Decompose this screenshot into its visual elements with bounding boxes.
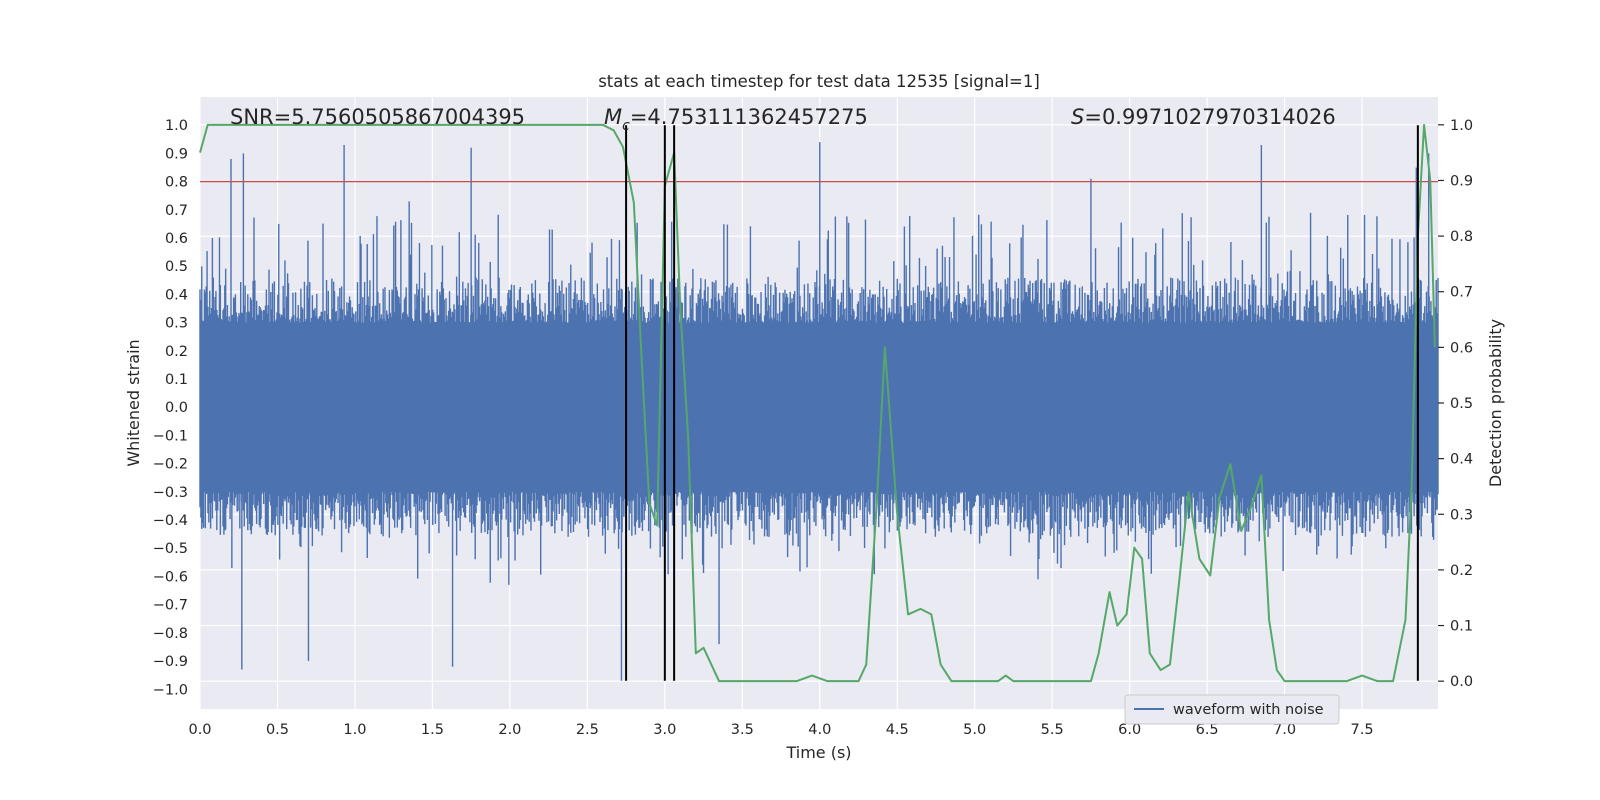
x-tick-label-9: 4.5 <box>886 722 909 738</box>
y-right-axis-ticks: 0.0 0.1 0.2 0.3 0.4 0.5 0.6 0.7 0.8 0.9 1.0 <box>1438 118 1473 690</box>
s-annotation: S=0.9971027970314026 <box>1071 105 1336 129</box>
y-tick-label-11: 0.1 <box>165 372 188 388</box>
y-tick-label-9: −0.1 <box>153 428 188 444</box>
y-axis-ticks: −1.0 −0.9 −0.8 −0.7 −0.6 −0.5 −0.4 −0.3 −0.2 −0.1… <box>153 118 188 698</box>
legend-box <box>1124 694 1340 725</box>
x-tick-label-3: 1.5 <box>421 722 444 738</box>
y-tick-label-6: −0.4 <box>153 513 188 529</box>
y-tick-label-5: −0.5 <box>153 541 188 557</box>
x-tick-label-11: 5.5 <box>1041 722 1064 738</box>
snr-annotation: SNR=5.7560505867004395 <box>230 105 525 129</box>
y-tick-label-12: 0.2 <box>165 344 188 360</box>
y-tick-label-18: 0.8 <box>165 175 188 191</box>
y-tick-label-7: −0.3 <box>153 485 188 501</box>
mc-symbol: M <box>604 105 622 129</box>
y-tick-label-0: −1.0 <box>153 682 188 698</box>
y-tick-label-16: 0.6 <box>165 231 188 247</box>
x-axis-ticks: 0.0 0.5 1.0 1.5 2.0 2.5 3.0 3.5 4.0 4.5 5.0 5.5 6.0 6… <box>188 722 1373 738</box>
y-tick-label-20: 1.0 <box>165 118 188 134</box>
detection-probability-series <box>199 123 1436 683</box>
x-axis-label: Time (s) <box>785 743 851 762</box>
y-tick-label-15: 0.5 <box>165 259 188 275</box>
y-right-tick-label-7: 0.7 <box>1450 285 1473 301</box>
y-tick-label-13: 0.3 <box>165 316 188 332</box>
x-tick-label-5: 2.5 <box>576 722 599 738</box>
y-tick-label-1: −0.9 <box>153 654 188 670</box>
y-right-tick-label-0: 0.0 <box>1450 674 1473 690</box>
mc-subscript: c <box>622 118 630 134</box>
x-tick-label-6: 3.0 <box>653 722 676 738</box>
y-tick-label-3: −0.7 <box>153 598 188 614</box>
x-tick-label-8: 4.0 <box>808 722 831 738</box>
detection-probability-line <box>199 123 1436 683</box>
waveform-series <box>199 142 1439 681</box>
y-right-tick-label-3: 0.3 <box>1450 507 1473 523</box>
x-tick-label-1: 0.5 <box>266 722 289 738</box>
s-symbol: S <box>1071 105 1084 129</box>
waveform-core <box>200 335 1438 480</box>
x-tick-label-2: 1.0 <box>343 722 366 738</box>
y-right-tick-label-10: 1.0 <box>1450 118 1473 134</box>
legend: waveform with noise <box>1124 694 1340 725</box>
y-tick-label-2: −0.8 <box>153 626 188 642</box>
y-right-tick-label-2: 0.2 <box>1450 563 1473 579</box>
x-tick-label-4: 2.0 <box>498 722 521 738</box>
y-right-tick-label-6: 0.6 <box>1450 340 1473 356</box>
y-right-tick-label-1: 0.1 <box>1450 619 1473 635</box>
x-tick-label-7: 3.5 <box>731 722 754 738</box>
x-tick-label-10: 5.0 <box>963 722 986 738</box>
y-right-tick-label-8: 0.8 <box>1450 229 1473 245</box>
legend-label: waveform with noise <box>1173 702 1324 718</box>
y-right-tick-label-5: 0.5 <box>1450 396 1473 412</box>
chart-title: stats at each timestep for test data 125… <box>598 72 1040 91</box>
mc-value: =4.753111362457275 <box>630 105 868 129</box>
y-tick-label-8: −0.2 <box>153 457 188 473</box>
y-right-axis-label: Detection probability <box>1486 319 1505 487</box>
y-right-tick-label-4: 0.4 <box>1450 452 1473 468</box>
x-tick-label-14: 7.0 <box>1273 722 1296 738</box>
y-axis-label: Whitened strain <box>124 339 143 466</box>
y-right-tick-label-9: 0.9 <box>1450 173 1473 189</box>
y-tick-label-14: 0.4 <box>165 287 188 303</box>
y-tick-label-17: 0.7 <box>165 203 188 219</box>
x-tick-label-13: 6.5 <box>1196 722 1219 738</box>
y-tick-label-4: −0.6 <box>153 569 188 585</box>
vertical-markers <box>625 125 1419 681</box>
y-tick-label-10: 0.0 <box>165 400 188 416</box>
s-value: =0.9971027970314026 <box>1084 105 1335 129</box>
y-tick-label-19: 0.9 <box>165 146 188 162</box>
x-tick-label-12: 6.0 <box>1118 722 1141 738</box>
chirp-mass-annotation: Mc=4.753111362457275 <box>604 105 868 134</box>
x-tick-label-0: 0.0 <box>188 722 211 738</box>
x-tick-label-15: 7.5 <box>1351 722 1374 738</box>
